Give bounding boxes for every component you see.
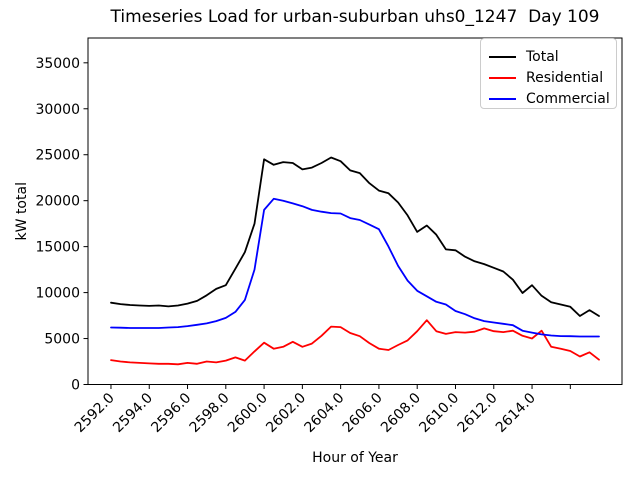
legend-row-total: Total [489,46,616,67]
svg-text:Hour of Year: Hour of Year [312,450,398,466]
legend-label: Total [526,48,559,65]
svg-text:2610.0: 2610.0 [416,390,462,436]
svg-text:25000: 25000 [35,148,80,164]
svg-text:2598.0: 2598.0 [187,390,233,436]
svg-text:20000: 20000 [35,194,80,210]
legend-row-commercial: Commercial [489,88,616,109]
svg-text:15000: 15000 [35,240,80,256]
svg-text:2594.0: 2594.0 [110,390,156,436]
svg-text:10000: 10000 [35,286,80,302]
svg-text:2602.0: 2602.0 [263,390,309,436]
svg-text:5000: 5000 [44,332,80,348]
legend-row-residential: Residential [489,67,616,88]
svg-text:kW total: kW total [14,182,30,240]
svg-text:2600.0: 2600.0 [225,390,271,436]
legend-swatch [489,97,516,100]
svg-text:2604.0: 2604.0 [302,390,348,436]
svg-text:2608.0: 2608.0 [378,390,424,436]
svg-text:2596.0: 2596.0 [148,390,194,436]
svg-text:0: 0 [71,378,80,394]
legend-label: Commercial [526,90,610,107]
chart-title: Timeseries Load for urban-suburban uhs0_… [110,7,600,27]
svg-text:2612.0: 2612.0 [455,390,501,436]
svg-text:2614.0: 2614.0 [493,390,539,436]
legend: Total Residential Commercial [480,38,617,109]
svg-text:35000: 35000 [35,56,80,72]
svg-text:2592.0: 2592.0 [72,390,118,436]
svg-text:30000: 30000 [35,102,80,118]
svg-text:2606.0: 2606.0 [340,390,386,436]
legend-swatch [489,76,516,79]
legend-swatch [489,55,516,58]
legend-label: Residential [526,69,604,86]
